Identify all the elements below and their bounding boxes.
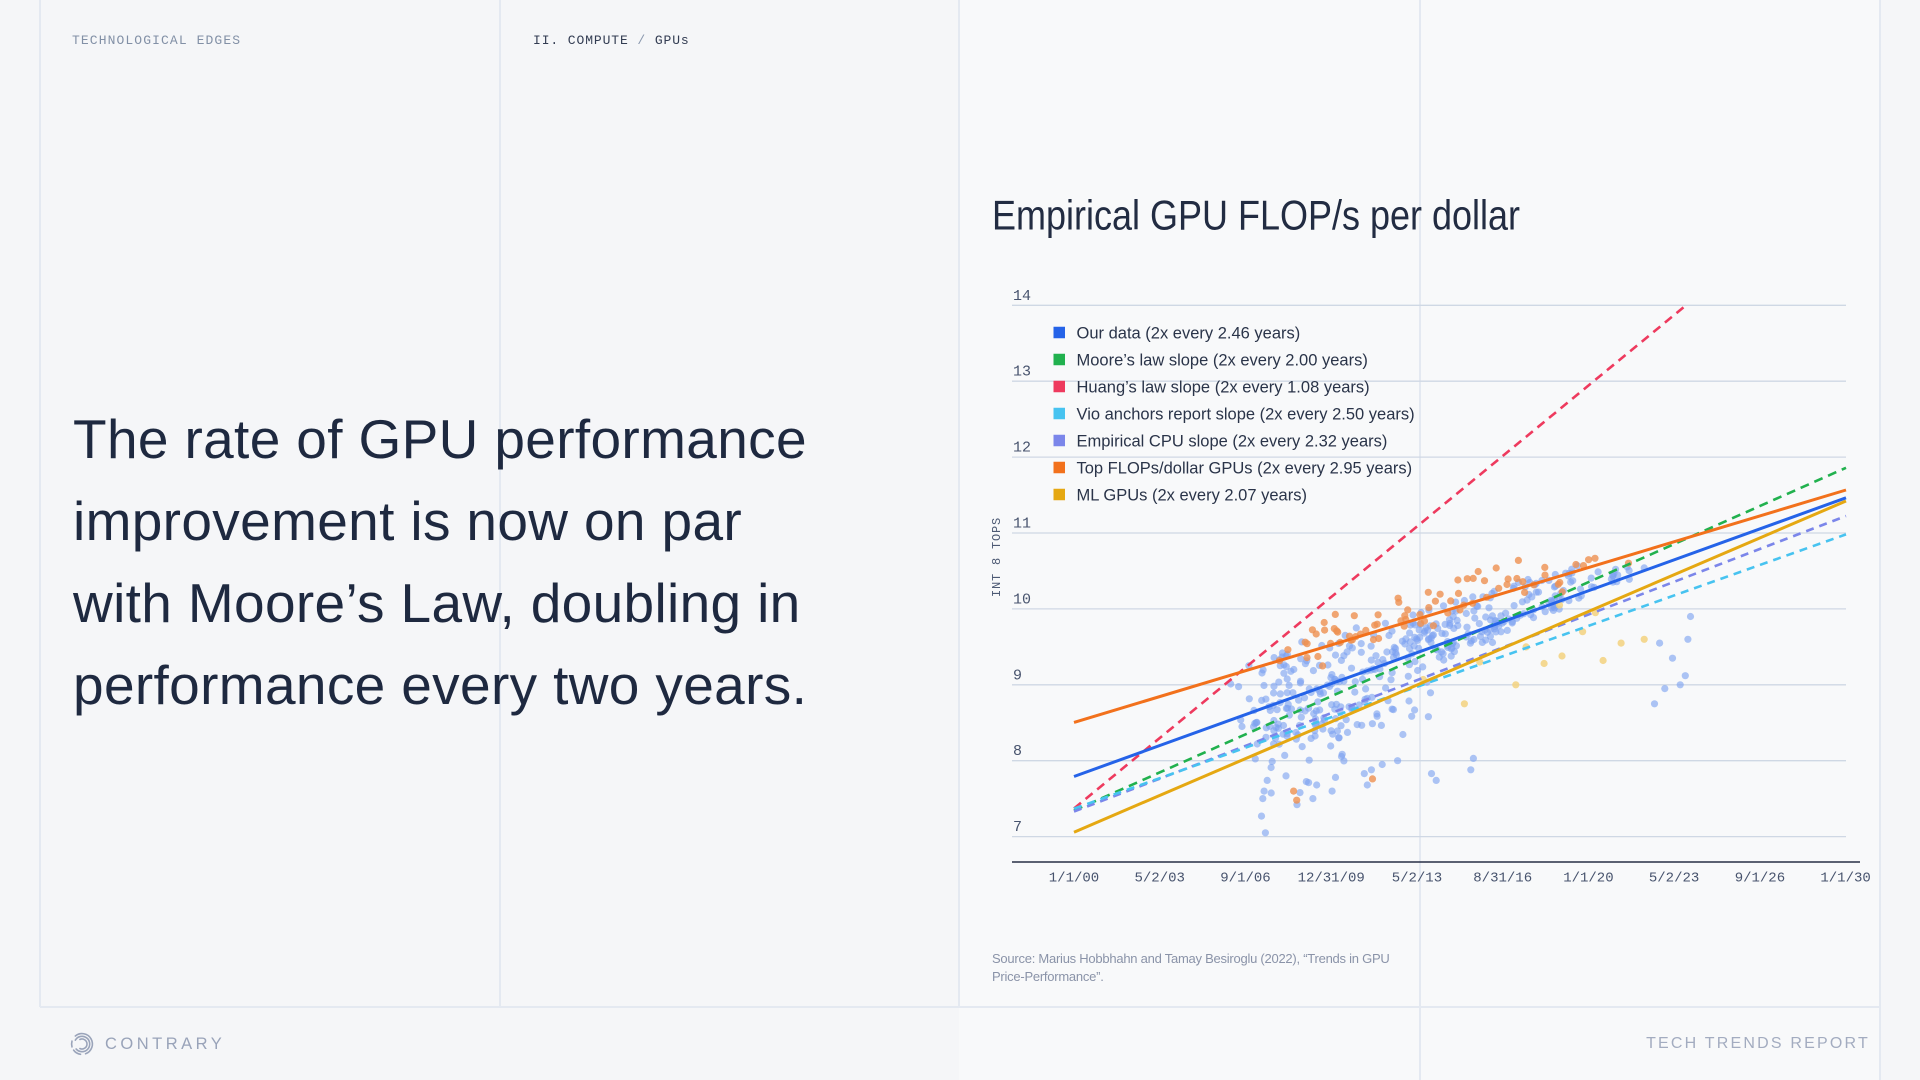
svg-text:13: 13 — [1013, 364, 1031, 381]
svg-text:8: 8 — [1013, 743, 1022, 760]
svg-text:12: 12 — [1013, 440, 1031, 457]
svg-text:Empirical GPU FLOP/s per dolla: Empirical GPU FLOP/s per dollar — [992, 192, 1520, 239]
svg-text:Top FLOPs/dollar GPUs (2x ever: Top FLOPs/dollar GPUs (2x every 2.95 yea… — [1077, 459, 1413, 477]
svg-text:9/1/06: 9/1/06 — [1220, 871, 1270, 887]
svg-text:Moore’s law slope (2x every 2.: Moore’s law slope (2x every 2.00 years) — [1077, 351, 1368, 369]
svg-text:1/1/20: 1/1/20 — [1563, 871, 1613, 887]
svg-text:10: 10 — [1013, 591, 1031, 608]
svg-text:Vio anchors report slope (2x e: Vio anchors report slope (2x every 2.50 … — [1077, 405, 1415, 423]
svg-text:Huang’s law slope (2x every 1.: Huang’s law slope (2x every 1.08 years) — [1077, 378, 1370, 396]
svg-text:ML GPUs (2x every 2.07 years): ML GPUs (2x every 2.07 years) — [1077, 486, 1307, 504]
svg-text:5/2/23: 5/2/23 — [1649, 871, 1699, 887]
svg-text:14: 14 — [1013, 288, 1031, 305]
svg-text:Our data (2x every 2.46 years): Our data (2x every 2.46 years) — [1077, 324, 1301, 342]
svg-text:1/1/00: 1/1/00 — [1049, 871, 1099, 887]
svg-text:INT 8 TOPS: INT 8 TOPS — [990, 517, 1004, 597]
svg-text:1/1/30: 1/1/30 — [1820, 871, 1870, 887]
svg-text:7: 7 — [1013, 819, 1022, 836]
svg-text:11: 11 — [1013, 516, 1031, 533]
svg-text:5/2/03: 5/2/03 — [1134, 871, 1184, 887]
svg-text:9: 9 — [1013, 667, 1022, 684]
svg-text:5/2/13: 5/2/13 — [1392, 871, 1442, 887]
svg-text:9/1/26: 9/1/26 — [1735, 871, 1785, 887]
svg-text:Empirical CPU slope (2x every: Empirical CPU slope (2x every 2.32 years… — [1077, 432, 1388, 450]
svg-text:8/31/16: 8/31/16 — [1473, 871, 1532, 887]
svg-text:12/31/09: 12/31/09 — [1298, 871, 1365, 887]
